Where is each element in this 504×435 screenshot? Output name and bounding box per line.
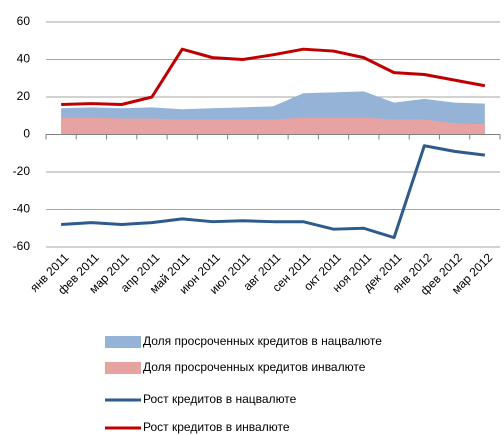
y-tick-label: 40 xyxy=(17,52,31,66)
y-tick-label: -40 xyxy=(13,202,31,216)
y-tick-label: 20 xyxy=(17,89,31,103)
legend-label: Доля просроченных кредитов инвалюте xyxy=(143,360,366,374)
legend-label: Рост кредитов в инвалюте xyxy=(143,420,290,434)
area xyxy=(61,117,485,135)
legend-label: Доля просроченных кредитов в нацвалюте xyxy=(143,334,382,348)
y-tick-label: 60 xyxy=(17,14,31,28)
y-tick-label: -20 xyxy=(13,164,31,178)
line xyxy=(61,47,486,106)
y-tick-label: -60 xyxy=(13,239,31,253)
legend-label: Рост кредитов в нацвалюте xyxy=(143,392,297,406)
legend-swatch xyxy=(105,362,141,374)
legend-swatch xyxy=(105,336,141,348)
y-tick-label: 0 xyxy=(23,127,30,141)
line xyxy=(61,144,486,240)
